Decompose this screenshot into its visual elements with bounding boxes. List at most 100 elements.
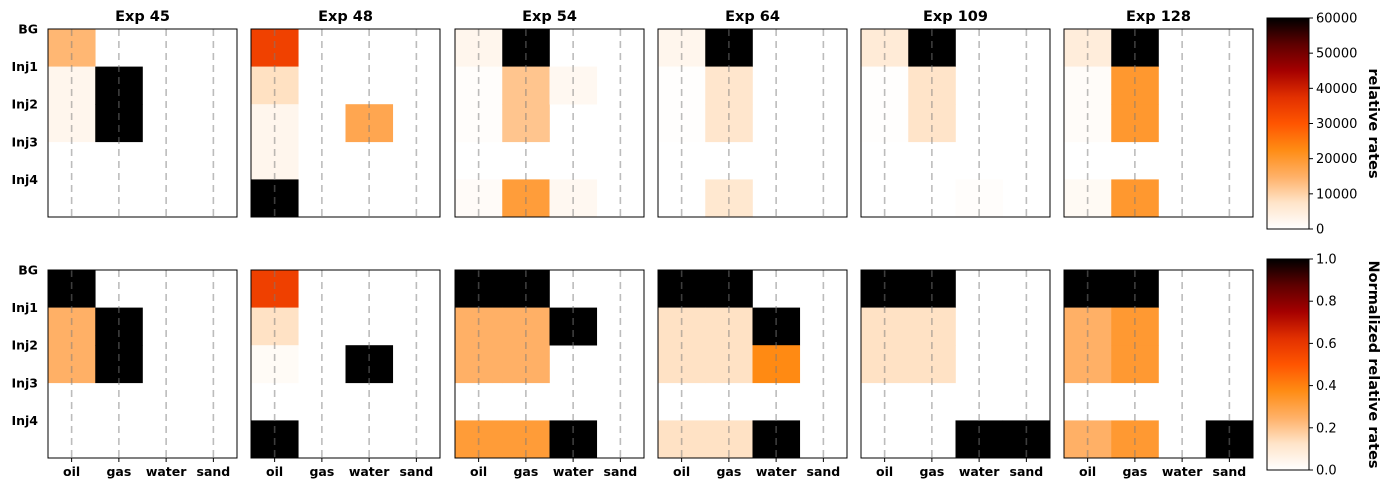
heatmap-cell [705, 345, 753, 384]
x-tick-label: oil [673, 464, 690, 479]
heatmap-cell [861, 66, 909, 105]
heatmap-cell [549, 66, 598, 105]
x-tick-label: gas [716, 464, 741, 479]
heatmap-cell [658, 345, 706, 384]
colorbar-tick-label: 30000 [1316, 117, 1357, 132]
x-tick-label: sand [807, 464, 841, 479]
x-tick-label: sand [1010, 464, 1044, 479]
heatmap-cell [502, 345, 550, 384]
panel-title: Exp 64 [725, 9, 780, 25]
heatmap-cell [1064, 345, 1112, 384]
heatmap-panel-top-3: Exp 54 [454, 9, 645, 218]
heatmap-panel-top-1: Exp 45 BG Inj1 Inj2 Inj3 Inj4 [11, 9, 238, 218]
heatmap-cell [1064, 66, 1112, 105]
panel-title: Exp 54 [522, 9, 577, 25]
heatmap-panel-bottom-2: oil gas water sand [250, 269, 441, 479]
panel-title: Exp 45 [115, 9, 170, 25]
heatmap-cell [455, 345, 503, 384]
heatmap-cell [345, 104, 394, 143]
colorbar-tick-label: 50000 [1316, 47, 1357, 62]
panel-frame [657, 28, 848, 218]
x-tick-label: gas [1122, 464, 1147, 479]
y-tick-label: Inj1 [11, 300, 38, 315]
y-tick-label: Inj3 [11, 375, 38, 390]
y-tick-label: Inj1 [11, 59, 38, 74]
heatmap-cell [251, 104, 299, 143]
x-tick-label: sand [400, 464, 434, 479]
x-tick-label: water [1162, 464, 1203, 479]
panel-frame [1063, 28, 1254, 218]
panel-frame [47, 28, 238, 218]
heatmap-cell [345, 345, 394, 384]
heatmap-cell [455, 307, 503, 346]
heatmap-panel-bottom-3: oil gas water sand [454, 269, 645, 479]
heatmap-panel-top-5: Exp 109 [860, 9, 1051, 218]
colorbar-tick-label: 40000 [1316, 82, 1357, 97]
colorbar-tick-label: 0.0 [1316, 464, 1337, 479]
heatmap-cell [861, 104, 909, 143]
panel-frame [47, 269, 238, 459]
colorbar-tick-label: 60000 [1316, 12, 1357, 27]
heatmap-cell [1064, 104, 1112, 143]
heatmap-cell [502, 104, 550, 143]
x-tick-label: water [146, 464, 187, 479]
heatmap-cell [1111, 307, 1159, 346]
heatmap-cell [908, 307, 956, 346]
colorbar-bottom: 0.0 0.2 0.4 0.6 0.8 1.0 Normalized relative ra… [1266, 253, 1381, 479]
heatmap-cell [48, 104, 96, 143]
heatmap-panel-bottom-6: oil gas water sand [1063, 269, 1254, 479]
heatmap-cell [549, 307, 598, 346]
heatmap-cell [502, 307, 550, 346]
heatmap-cell [95, 66, 143, 105]
x-tick-label: sand [1213, 464, 1247, 479]
heatmap-cell [1111, 345, 1159, 384]
colorbar-tick-label: 1.0 [1316, 253, 1337, 268]
heatmap-cell [752, 345, 801, 384]
colorbar-top: 0 10000 20000 30000 40000 50000 60000 relative … [1266, 12, 1381, 238]
x-tick-label: gas [513, 464, 538, 479]
y-tick-label: Inj2 [11, 97, 38, 112]
x-tick-label: water [349, 464, 390, 479]
x-tick-label: oil [876, 464, 893, 479]
x-tick-label: oil [1079, 464, 1096, 479]
panel-frame [454, 269, 645, 459]
heatmap-cell [861, 345, 909, 384]
heatmap-cell [705, 307, 753, 346]
heatmap-cell [705, 66, 753, 105]
y-tick-label: Inj4 [11, 172, 38, 187]
colorbar-tick-label: 0.6 [1316, 337, 1337, 352]
colorbar-tick-label: 0.4 [1316, 379, 1337, 394]
y-tick-label: Inj3 [11, 134, 38, 149]
heatmap-cell [502, 66, 550, 105]
heatmap-cell [908, 345, 956, 384]
heatmap-cell [658, 307, 706, 346]
heatmap-panel-top-2: Exp 48 [250, 9, 441, 218]
x-tick-label: gas [309, 464, 334, 479]
heatmap-panel-top-6: Exp 128 [1063, 9, 1254, 218]
heatmap-panels: Exp 45 BG Inj1 Inj2 Inj3 Inj4 Exp 48 Exp 54 Exp … [11, 9, 1254, 479]
x-tick-label: gas [919, 464, 944, 479]
heatmap-cell [455, 104, 503, 143]
heatmap-cell [861, 307, 909, 346]
heatmap-cell [48, 345, 96, 384]
heatmap-cell [908, 66, 956, 105]
heatmap-cell [752, 307, 801, 346]
panel-frame [1063, 269, 1254, 459]
heatmap-cell [251, 307, 299, 346]
heatmap-panel-top-4: Exp 64 [657, 9, 848, 218]
colorbar-tick-label: 0.2 [1316, 421, 1337, 436]
heatmap-cell [658, 66, 706, 105]
heatmap-cell [455, 66, 503, 105]
colorbars: 0 10000 20000 30000 40000 50000 60000 relative … [1266, 12, 1381, 479]
heatmap-cell [95, 307, 143, 346]
panel-frame [860, 269, 1051, 459]
x-tick-label: oil [470, 464, 487, 479]
colorbar-gradient [1266, 17, 1310, 230]
heatmap-cell [48, 66, 96, 105]
colorbar-label: relative rates [1365, 68, 1381, 178]
x-tick-label: water [553, 464, 594, 479]
panel-title: Exp 48 [318, 9, 373, 25]
heatmap-panel-bottom-1: oil gas water sand BG Inj1 Inj2 Inj3 Inj4 [11, 263, 238, 479]
heatmap-cell [908, 104, 956, 143]
